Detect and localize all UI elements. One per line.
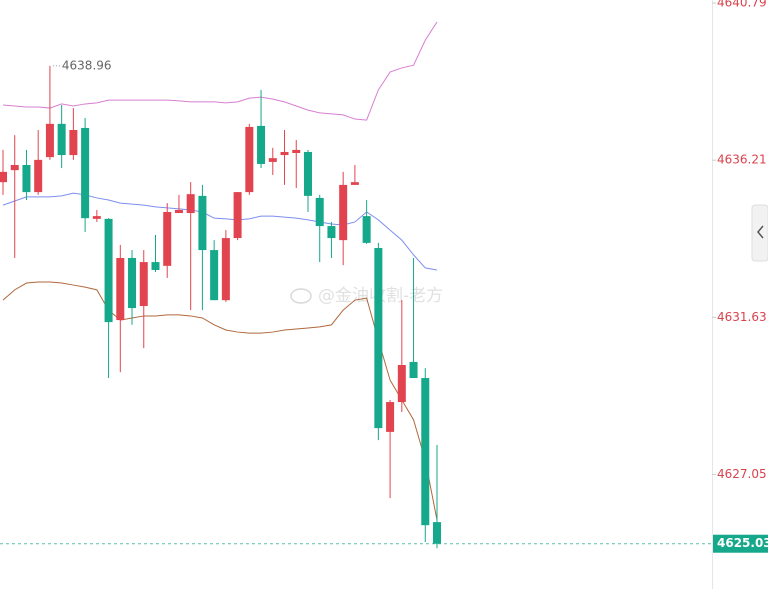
collapse-button[interactable] [751,204,768,262]
candle-body [174,209,183,214]
candle-body [433,522,442,544]
candle-body [128,257,137,309]
band-line [2,21,438,121]
candle-body [350,182,359,185]
candle-body [327,226,336,239]
candle-body [34,159,43,193]
high-annotation: 4638.96 [62,58,112,72]
y-tick-label: 4627.05 [717,467,767,481]
candle-body [0,171,7,183]
candle-body [139,262,148,306]
candle-body [10,165,19,171]
candle-body [221,238,230,301]
candle-body [81,127,90,219]
candle-body [198,195,207,251]
candle-body [245,126,254,193]
watermark-icon [290,288,312,304]
candle-body [233,192,242,239]
candle-body [374,248,383,429]
candle-body [409,361,418,379]
y-tick-label: 4631.63 [717,310,767,324]
candle-body [268,158,277,162]
last-price-tag [713,534,768,553]
candle-body [315,197,324,227]
y-tick-label: 4636.21 [717,153,767,167]
candle-body [386,402,395,432]
candle-body [257,125,266,164]
candle-body [210,250,219,301]
candle-body [57,123,66,156]
candle-body [45,123,54,158]
candle-body [280,151,289,156]
candle-body [22,165,31,193]
candle-body [163,211,172,266]
collapse-arrow[interactable] [757,225,764,239]
candle-body [116,257,125,321]
candle-body [421,378,430,526]
last-price-label: 4625.03 [717,536,768,550]
band-line [2,192,438,271]
candle-body [104,218,113,323]
band-line [2,281,438,521]
collapse-button-bg[interactable] [751,204,768,262]
candle-body [92,216,101,219]
candle-body [151,262,160,270]
candle-body [186,194,195,214]
candle-body [339,184,348,241]
candle-body [303,151,312,196]
y-tick-label: 4640.79 [717,0,767,10]
candle-body [397,364,406,403]
candle-body [292,149,301,153]
candle-body [69,130,78,156]
candle-body [362,216,371,243]
